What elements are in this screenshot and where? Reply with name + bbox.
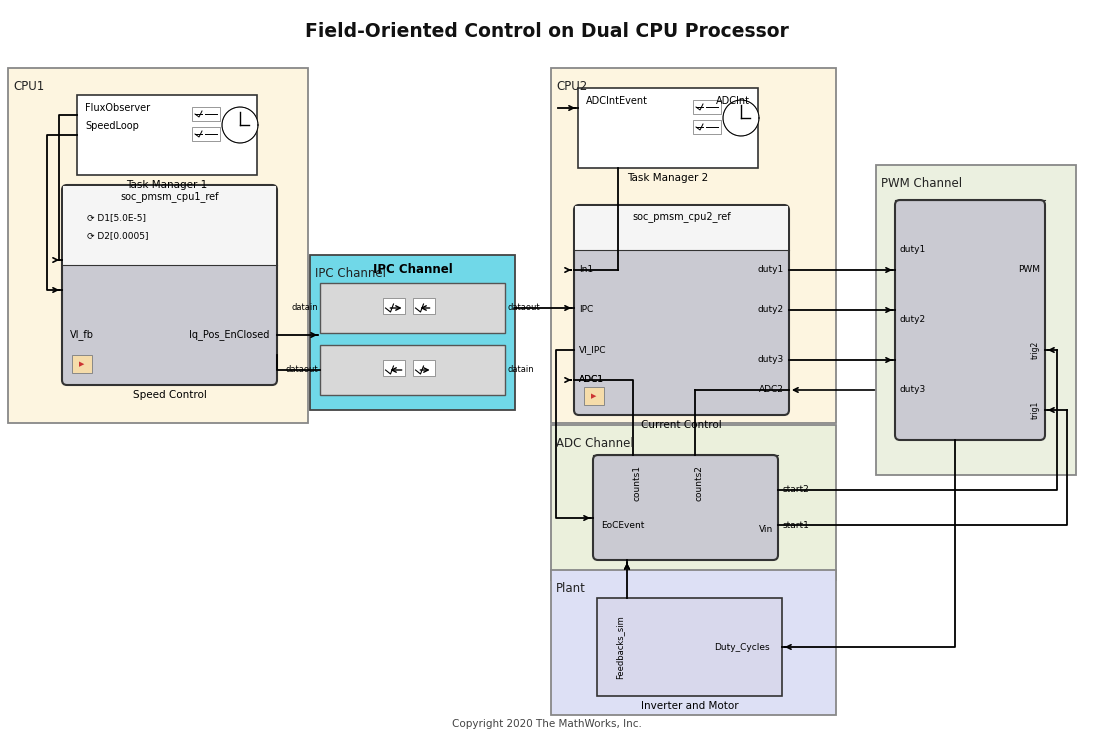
Text: duty1: duty1 <box>758 265 784 274</box>
Text: IPC Channel: IPC Channel <box>373 263 453 276</box>
Text: soc_pmsm_cpu1_ref: soc_pmsm_cpu1_ref <box>120 191 219 202</box>
Text: Plant: Plant <box>556 582 586 595</box>
Text: duty2: duty2 <box>758 305 784 314</box>
Text: ⟳ D1[5.0E-5]: ⟳ D1[5.0E-5] <box>88 213 146 222</box>
Bar <box>551 68 836 423</box>
Bar <box>578 88 758 168</box>
Text: counts2: counts2 <box>695 465 703 501</box>
Bar <box>77 95 257 175</box>
Text: duty1: duty1 <box>900 245 927 254</box>
Circle shape <box>222 107 258 143</box>
Text: Field-Oriented Control on Dual CPU Processor: Field-Oriented Control on Dual CPU Proce… <box>305 22 789 41</box>
Text: soc_pmsm_cpu2_ref: soc_pmsm_cpu2_ref <box>632 211 731 222</box>
FancyBboxPatch shape <box>593 455 778 560</box>
Text: EoCEvent: EoCEvent <box>601 520 644 530</box>
Text: trig2: trig2 <box>1031 341 1040 359</box>
Bar <box>597 598 782 696</box>
Bar <box>8 68 309 423</box>
Circle shape <box>723 100 759 136</box>
Bar <box>383 298 405 314</box>
Text: Task Manager 1: Task Manager 1 <box>127 180 208 190</box>
FancyBboxPatch shape <box>895 200 1045 440</box>
Text: VI_IPC: VI_IPC <box>579 345 606 354</box>
Bar <box>63 186 276 265</box>
Text: ADCIntEvent: ADCIntEvent <box>586 96 648 106</box>
Bar <box>383 360 405 376</box>
Text: start1: start1 <box>783 520 810 530</box>
Text: dataout: dataout <box>507 304 539 313</box>
Text: FluxObserver: FluxObserver <box>85 103 150 113</box>
Text: dataout: dataout <box>286 365 318 374</box>
Text: Feedbacks_sim: Feedbacks_sim <box>615 615 624 679</box>
Text: Speed Control: Speed Control <box>132 390 207 400</box>
Bar <box>896 200 1044 201</box>
Text: duty3: duty3 <box>900 385 927 394</box>
Text: datain: datain <box>507 365 534 374</box>
Text: trig1: trig1 <box>1031 401 1040 419</box>
Text: ADC1: ADC1 <box>579 376 604 385</box>
Text: Current Control: Current Control <box>641 420 722 430</box>
Bar <box>310 255 515 410</box>
Bar <box>321 345 505 395</box>
Text: VI_fb: VI_fb <box>70 330 94 340</box>
Text: Duty_Cycles: Duty_Cycles <box>714 642 770 651</box>
Text: IPC: IPC <box>579 305 593 314</box>
Text: ▶: ▶ <box>79 361 84 367</box>
Bar <box>584 387 604 405</box>
Text: counts1: counts1 <box>633 465 642 501</box>
Bar <box>693 120 721 134</box>
Text: CPU2: CPU2 <box>556 80 587 93</box>
Bar <box>412 360 434 376</box>
Text: ⟳ D2[0.0005]: ⟳ D2[0.0005] <box>88 231 149 240</box>
Text: Vin: Vin <box>759 525 773 534</box>
Bar <box>876 165 1076 475</box>
FancyBboxPatch shape <box>62 185 277 385</box>
Text: IPC Channel: IPC Channel <box>315 267 386 280</box>
Bar <box>551 425 836 580</box>
Text: ADCInt: ADCInt <box>715 96 750 106</box>
Bar <box>575 206 788 250</box>
Text: SpeedLoop: SpeedLoop <box>85 121 139 131</box>
Text: ADC1: ADC1 <box>579 376 604 385</box>
Text: Inverter and Motor: Inverter and Motor <box>641 701 738 711</box>
Text: ADC Channel: ADC Channel <box>556 437 633 450</box>
Text: start2: start2 <box>783 485 810 494</box>
Text: ▶: ▶ <box>592 393 596 399</box>
Text: In1: In1 <box>579 265 593 274</box>
Bar <box>412 298 434 314</box>
Text: Iq_Pos_EnClosed: Iq_Pos_EnClosed <box>188 330 269 340</box>
Text: PWM Channel: PWM Channel <box>881 177 962 190</box>
Text: datain: datain <box>291 304 318 313</box>
Text: duty2: duty2 <box>900 316 927 325</box>
Text: Task Manager 2: Task Manager 2 <box>627 173 709 183</box>
Text: ADC2: ADC2 <box>759 385 784 394</box>
Text: duty3: duty3 <box>758 356 784 365</box>
Text: PWM: PWM <box>1019 265 1040 274</box>
Bar <box>72 355 92 373</box>
Bar <box>193 127 220 141</box>
Text: CPU1: CPU1 <box>13 80 44 93</box>
Bar <box>193 107 220 121</box>
FancyBboxPatch shape <box>574 205 789 415</box>
Bar <box>594 455 777 456</box>
Bar <box>551 570 836 715</box>
Bar <box>321 283 505 333</box>
Bar <box>693 100 721 114</box>
Text: Copyright 2020 The MathWorks, Inc.: Copyright 2020 The MathWorks, Inc. <box>452 719 642 729</box>
